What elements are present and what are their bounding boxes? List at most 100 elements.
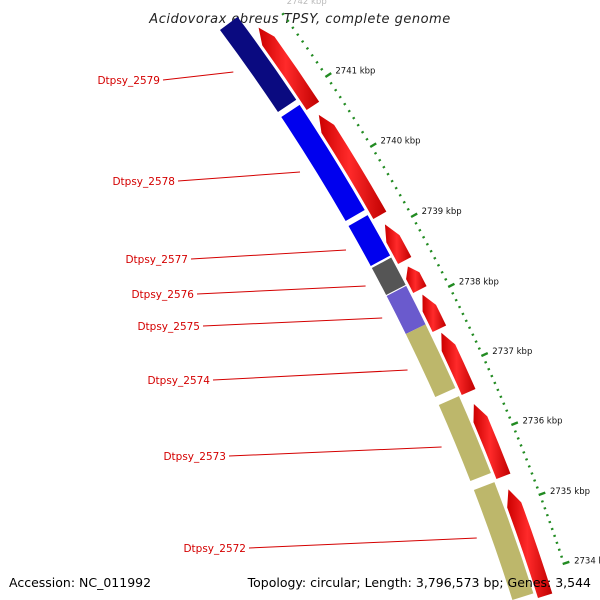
gene-label-leader bbox=[212, 369, 408, 381]
kbp-minor-tick bbox=[487, 367, 491, 371]
kbp-minor-tick bbox=[540, 500, 544, 503]
kbp-major-tick bbox=[410, 212, 418, 219]
gene-arrow-dtpsy_2578 bbox=[318, 114, 387, 219]
kbp-minor-tick bbox=[414, 221, 418, 225]
kbp-minor-tick bbox=[522, 451, 526, 454]
kbp-tick-label: 2736 kbp bbox=[522, 416, 562, 426]
kbp-tick-label: 2735 kbp bbox=[550, 487, 590, 497]
kbp-major-tick bbox=[480, 351, 489, 358]
gene-arrow-dtpsy_2577 bbox=[384, 224, 412, 264]
kbp-minor-tick bbox=[444, 277, 448, 281]
kbp-minor-tick bbox=[386, 172, 390, 176]
kbp-major-tick bbox=[324, 72, 332, 78]
gene-label-leader bbox=[248, 537, 477, 549]
kbp-minor-tick bbox=[535, 486, 539, 489]
kbp-minor-tick bbox=[543, 506, 547, 510]
kbp-minor-tick bbox=[502, 402, 506, 406]
kbp-minor-tick bbox=[291, 26, 295, 30]
kbp-minor-tick bbox=[347, 109, 351, 113]
kbp-minor-tick bbox=[477, 347, 481, 350]
kbp-minor-tick bbox=[468, 326, 472, 330]
kbp-minor-tick bbox=[513, 430, 517, 433]
cog-block-dtpsy_2577 bbox=[348, 215, 391, 266]
kbp-minor-tick bbox=[390, 179, 394, 183]
kbp-minor-tick bbox=[484, 360, 488, 364]
kbp-minor-tick bbox=[352, 116, 356, 120]
kbp-major-tick bbox=[510, 421, 519, 427]
gene-label-leader bbox=[196, 285, 366, 295]
cog-block-dtpsy_2572 bbox=[473, 482, 534, 600]
kbp-minor-tick bbox=[305, 46, 310, 50]
gene-arrow-dtpsy_2575 bbox=[422, 294, 447, 332]
kbp-minor-tick bbox=[382, 165, 386, 169]
kbp-tick-label: 2741 kbp bbox=[335, 66, 375, 76]
kbp-minor-tick bbox=[519, 444, 523, 447]
kbp-tick-label: 2740 kbp bbox=[380, 137, 420, 147]
gene-label-leader bbox=[202, 317, 383, 327]
gene-label-dtpsy_2572: Dtpsy_2572 bbox=[183, 543, 246, 555]
kbp-minor-tick bbox=[315, 60, 319, 64]
kbp-minor-tick bbox=[310, 53, 314, 57]
kbp-major-tick bbox=[369, 142, 377, 149]
kbp-minor-tick bbox=[527, 465, 531, 468]
kbp-minor-tick bbox=[425, 242, 429, 246]
kbp-minor-tick bbox=[499, 395, 503, 399]
kbp-minor-tick bbox=[329, 81, 333, 85]
gene-arrow-dtpsy_2573 bbox=[473, 404, 511, 479]
kbp-minor-tick bbox=[553, 534, 557, 538]
kbp-minor-tick bbox=[422, 235, 426, 239]
kbp-minor-tick bbox=[433, 256, 437, 260]
kbp-tick-label: 2739 kbp bbox=[422, 207, 462, 217]
kbp-minor-tick bbox=[548, 520, 552, 524]
map-title: Acidovorax ebreus TPSY, complete genome bbox=[148, 12, 450, 27]
cog-block-dtpsy_2575 bbox=[386, 285, 426, 334]
kbp-minor-tick bbox=[560, 555, 564, 559]
gene-label-leader bbox=[228, 446, 442, 457]
kbp-minor-tick bbox=[365, 137, 369, 141]
gene-labels: Dtpsy_2579 Dtpsy_2578 Dtpsy_2577 Dtpsy_2576… bbox=[97, 71, 477, 555]
kbp-minor-tick bbox=[429, 249, 433, 253]
kbp-minor-tick bbox=[458, 305, 462, 309]
kbp-minor-tick bbox=[474, 340, 478, 344]
kbp-minor-tick bbox=[471, 333, 475, 337]
kbp-minor-tick bbox=[406, 207, 410, 211]
kbp-minor-tick bbox=[398, 193, 402, 197]
kbp-minor-tick bbox=[557, 548, 561, 552]
kbp-minor-tick bbox=[545, 513, 549, 517]
kbp-minor-tick bbox=[505, 409, 509, 413]
accession-text: Accession: NC_011992 bbox=[9, 575, 152, 590]
cog-block-dtpsy_2574 bbox=[405, 324, 456, 397]
kbp-minor-tick bbox=[418, 228, 422, 232]
kbp-minor-tick bbox=[451, 291, 455, 295]
gene-label-dtpsy_2577: Dtpsy_2577 bbox=[125, 254, 188, 266]
gene-label-dtpsy_2574: Dtpsy_2574 bbox=[147, 375, 210, 387]
kbp-tick-label: 2738 kbp bbox=[459, 278, 499, 288]
gene-label-dtpsy_2576: Dtpsy_2576 bbox=[131, 289, 194, 301]
kbp-minor-tick bbox=[496, 388, 500, 392]
kbp-minor-tick bbox=[461, 312, 465, 316]
kbp-minor-tick bbox=[286, 19, 290, 23]
forward-strand-track bbox=[258, 27, 553, 598]
kbp-minor-tick bbox=[490, 374, 494, 378]
kbp-tick-label: 2734 kbp bbox=[574, 556, 600, 566]
gene-arrow-dtpsy_2574 bbox=[441, 332, 476, 395]
gene-arrow-dtpsy_2579 bbox=[258, 27, 320, 111]
gene-label-dtpsy_2575: Dtpsy_2575 bbox=[137, 321, 200, 333]
kbp-minor-tick bbox=[378, 158, 382, 162]
cog-block-dtpsy_2579 bbox=[220, 16, 297, 113]
kbp-major-tick bbox=[538, 491, 546, 497]
kbp-minor-tick bbox=[360, 130, 365, 134]
kbp-minor-tick bbox=[301, 39, 305, 44]
kbp-major-tick bbox=[562, 560, 570, 566]
kbp-minor-tick bbox=[464, 319, 468, 323]
gene-label-leader bbox=[177, 171, 301, 182]
kbp-minor-tick bbox=[281, 12, 285, 16]
cog-block-dtpsy_2573 bbox=[438, 396, 491, 481]
kbp-minor-tick bbox=[373, 151, 378, 155]
cog-block-dtpsy_2578 bbox=[281, 104, 365, 221]
kbp-minor-tick bbox=[525, 458, 529, 461]
kbp-minor-tick bbox=[530, 472, 534, 475]
gene-arrow-dtpsy_2576 bbox=[406, 266, 427, 293]
kbp-scale: 2742 kbp 2741 kbp 2740 kbp 2739 kbp 2738 kbp… bbox=[281, 0, 600, 566]
